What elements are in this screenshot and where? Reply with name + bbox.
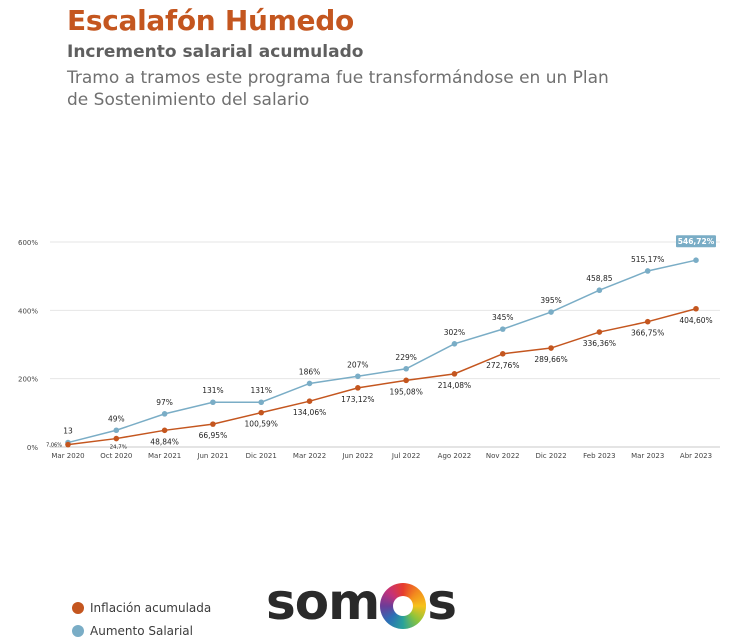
y-tick-label: 400% <box>18 307 38 315</box>
data-point-inflation <box>355 385 361 391</box>
inflation-data-label: 214,08% <box>438 381 471 390</box>
legend-dot-inflation <box>72 601 84 614</box>
chart-title: Escalafón Húmedo <box>67 4 354 37</box>
series-line-inflation <box>67 308 697 446</box>
x-tick-label: Feb 2023 <box>583 452 615 460</box>
y-tick-label: 0% <box>27 444 38 452</box>
data-point-salary <box>499 326 506 332</box>
data-point-inflation <box>548 345 554 351</box>
data-point-salary <box>355 373 361 380</box>
x-tick-label: Ago 2022 <box>438 452 472 460</box>
data-point-salary <box>693 257 699 264</box>
data-point-salary <box>306 380 313 387</box>
logo-ring-icon <box>380 583 427 629</box>
data-point-inflation <box>451 371 458 377</box>
inflation-data-label: 66,95% <box>199 431 228 440</box>
data-point-salary <box>161 411 168 417</box>
salary-data-label: 207% <box>347 360 368 369</box>
x-tick-label: Mar 2023 <box>631 452 664 460</box>
salary-data-label: 302% <box>444 328 465 337</box>
data-point-inflation <box>403 377 409 384</box>
x-tick-label: Jun 2022 <box>341 452 373 460</box>
salary-data-label: 345% <box>492 313 513 322</box>
x-tick-label: Mar 2020 <box>51 452 84 460</box>
salary-data-label: 186% <box>299 367 320 376</box>
x-tick-label: Nov 2022 <box>486 452 520 460</box>
data-point-inflation <box>693 305 699 312</box>
salary-data-label: 458,85 <box>586 274 612 283</box>
data-point-salary <box>210 399 216 406</box>
data-point-salary <box>258 399 265 406</box>
data-point-inflation <box>499 351 506 357</box>
data-point-salary <box>596 287 603 294</box>
somos-logo: som s <box>266 572 457 632</box>
salary-data-label: 131% <box>251 386 272 395</box>
salary-data-label: 395% <box>540 296 561 305</box>
inflation-data-label: 404,60% <box>679 316 712 325</box>
logo-text-left: som <box>266 573 380 631</box>
logo-text-right: s <box>427 573 457 631</box>
data-point-inflation <box>306 398 313 404</box>
data-point-inflation <box>113 435 120 442</box>
series-line-salary <box>67 259 697 444</box>
legend-item-salary: Aumento Salarial <box>72 619 211 642</box>
data-point-inflation <box>161 427 168 434</box>
legend-item-inflation: Inflación acumulada <box>72 596 211 619</box>
salary-data-label: 229% <box>395 353 416 362</box>
data-point-inflation <box>644 318 651 325</box>
inflation-data-label: 134,06% <box>293 408 326 417</box>
data-point-salary <box>548 309 554 315</box>
x-tick-label: Jun 2021 <box>196 452 228 460</box>
data-point-inflation <box>596 329 603 335</box>
salary-data-label: 13 <box>63 427 73 436</box>
inflation-data-label: 366,75% <box>631 329 664 338</box>
data-point-salary <box>644 268 651 274</box>
legend-label-salary: Aumento Salarial <box>90 623 193 638</box>
salary-data-label: 515,17% <box>631 255 664 264</box>
inflation-data-label: 195,08% <box>389 387 422 396</box>
legend-dot-salary <box>72 624 84 637</box>
inflation-data-label: 272,76% <box>486 361 519 370</box>
x-tick-label: Oct 2020 <box>100 452 132 460</box>
data-point-salary <box>451 341 458 347</box>
x-tick-label: Mar 2022 <box>293 452 326 460</box>
data-point-inflation <box>210 421 216 427</box>
data-point-inflation <box>258 409 265 416</box>
x-tick-label: Dic 2021 <box>246 452 277 460</box>
data-point-inflation <box>65 441 71 448</box>
x-tick-label: Abr 2023 <box>680 452 712 460</box>
salary-callout-box <box>676 235 716 248</box>
inflation-data-label: 289,66% <box>534 355 567 364</box>
inflation-data-label: 336,36% <box>583 339 616 348</box>
salary-data-label: 546,72% <box>678 237 715 246</box>
chart-subtitle: Incremento salarial acumulado <box>67 42 364 62</box>
inflation-data-label: 173,12% <box>341 395 374 404</box>
y-tick-label: 200% <box>18 376 38 384</box>
salary-data-label: 131% <box>202 386 223 395</box>
x-tick-label: Dic 2022 <box>535 452 566 460</box>
chart-description: Tramo a tramos este programa fue transfo… <box>67 68 609 110</box>
legend-label-inflation: Inflación acumulada <box>90 600 212 615</box>
y-tick-label: 600% <box>18 239 38 247</box>
x-tick-label: Mar 2021 <box>148 452 181 460</box>
inflation-data-label: 7,06% <box>46 443 62 449</box>
inflation-data-label: 100,59% <box>245 420 278 429</box>
salary-data-label: 49% <box>108 414 125 423</box>
data-point-salary <box>113 427 120 434</box>
chart-legend: Inflación acumulada Aumento Salarial <box>72 596 211 642</box>
salary-data-label: 97% <box>156 398 173 407</box>
data-point-salary <box>403 365 409 372</box>
inflation-data-label: 48,84% <box>150 437 179 446</box>
inflation-data-label: 24,7% <box>110 445 127 451</box>
x-tick-label: Jul 2022 <box>391 452 421 460</box>
